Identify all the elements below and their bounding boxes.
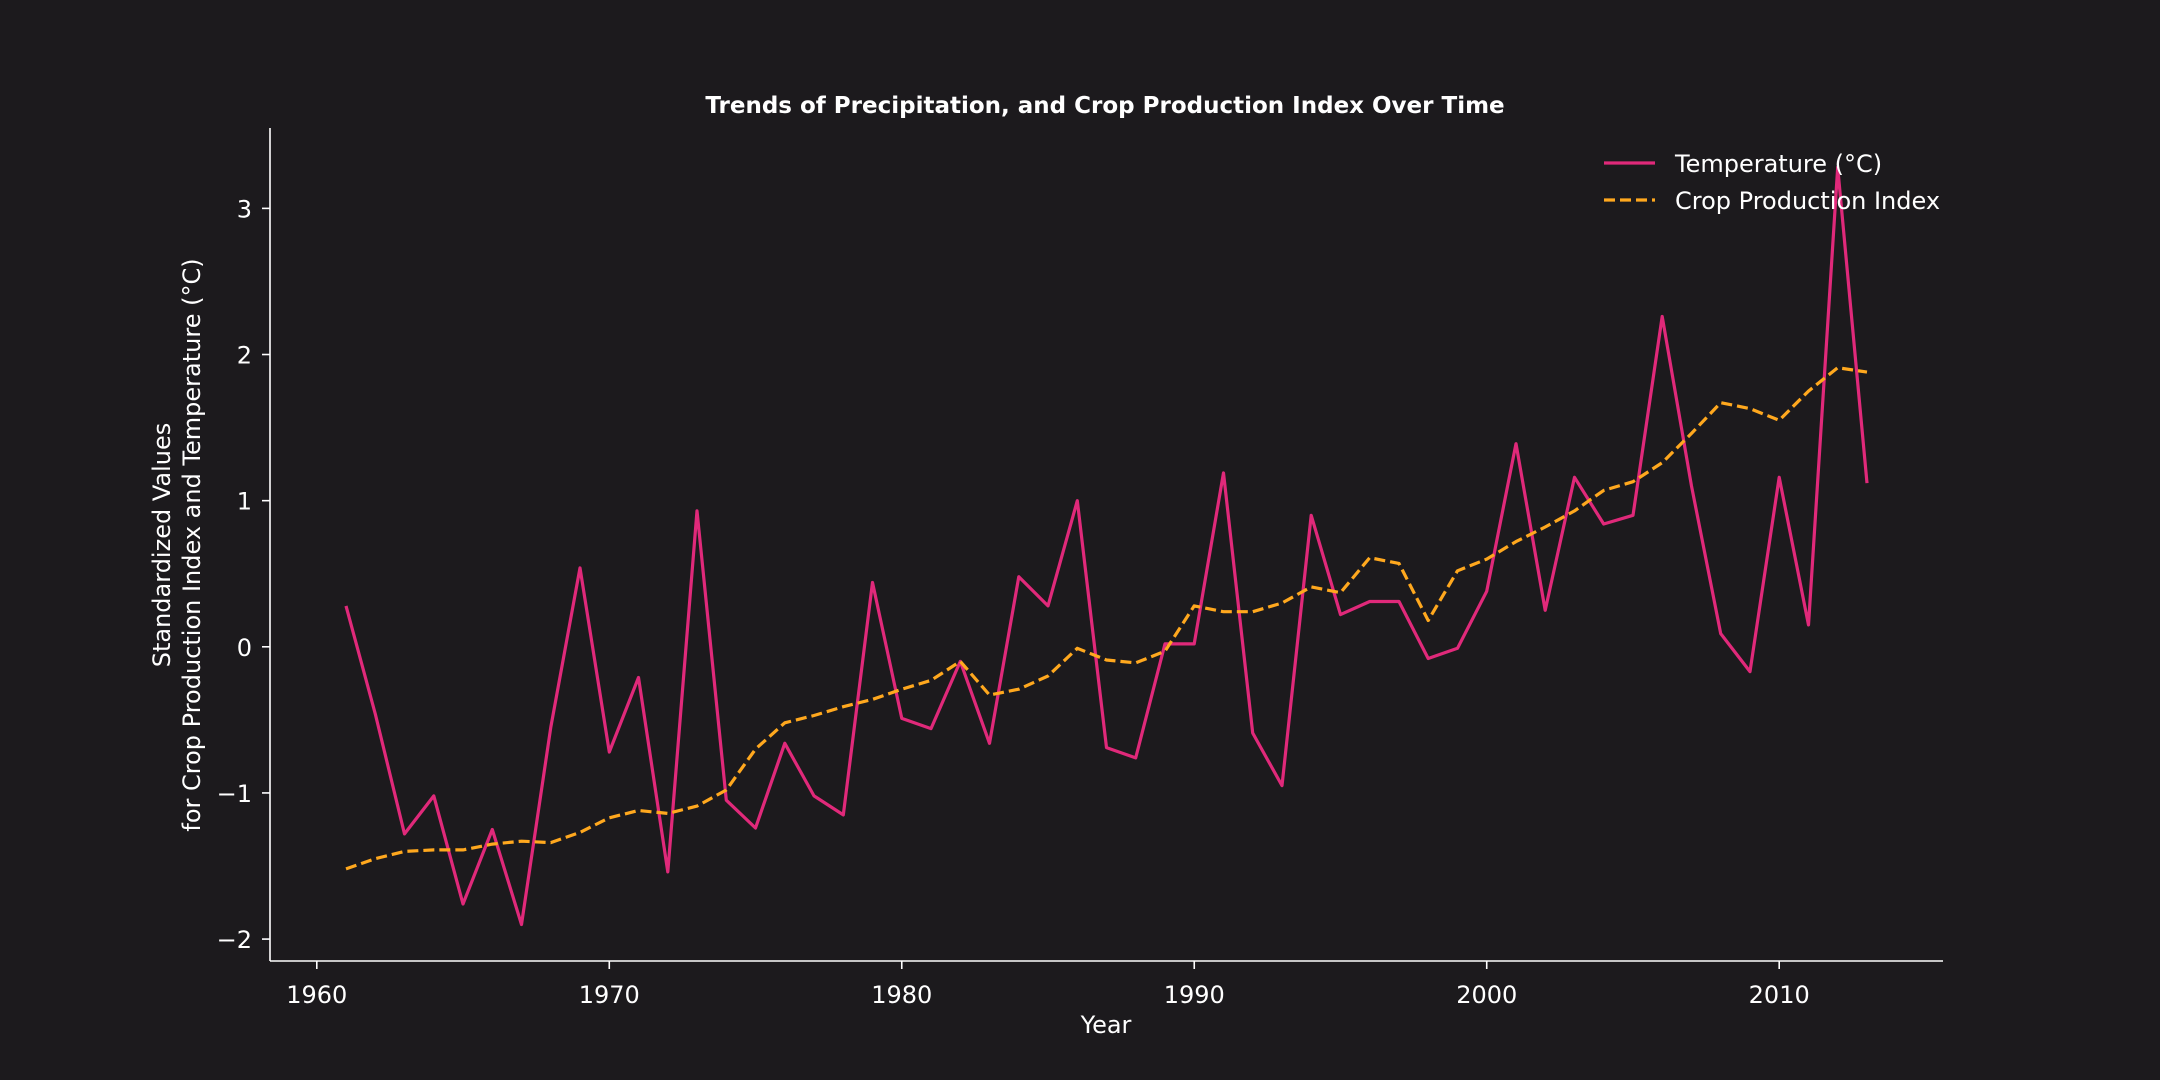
- y-tick-label: −1: [217, 780, 252, 808]
- x-tick-label: 2010: [1749, 981, 1810, 1009]
- x-ticks: 1960 1970 1980 1990 2000 2010: [286, 961, 1810, 1009]
- y-tick-label: 0: [237, 634, 252, 662]
- legend-entry-label: Temperature (°C): [1674, 150, 1882, 178]
- x-tick-label: 2000: [1456, 981, 1517, 1009]
- y-tick-label: 1: [237, 488, 252, 516]
- y-axis-label-line-1: Standardized Values: [148, 423, 176, 668]
- y-ticks: −2 −1 0 1 2 3: [217, 195, 270, 954]
- x-axis-label: Year: [1080, 1011, 1132, 1039]
- temperature-series-line: [344, 165, 1869, 927]
- plot-area: [344, 165, 1869, 927]
- legend: Temperature (°C) Crop Production Index: [1604, 150, 1940, 215]
- y-tick-label: −2: [217, 926, 252, 954]
- x-tick-label: 1990: [1164, 981, 1225, 1009]
- x-tick-label: 1960: [286, 981, 347, 1009]
- x-tick-label: 1970: [579, 981, 640, 1009]
- y-axis-label-line-2: for Crop Production Index and Temperatur…: [178, 258, 206, 831]
- x-tick-label: 1980: [871, 981, 932, 1009]
- chart-title: Trends of Precipitation, and Crop Produc…: [705, 93, 1504, 119]
- legend-entry-label: Crop Production Index: [1675, 187, 1940, 215]
- y-tick-label: 3: [237, 195, 252, 223]
- crop-production-series-line: [345, 366, 1868, 871]
- y-tick-label: 2: [237, 342, 252, 370]
